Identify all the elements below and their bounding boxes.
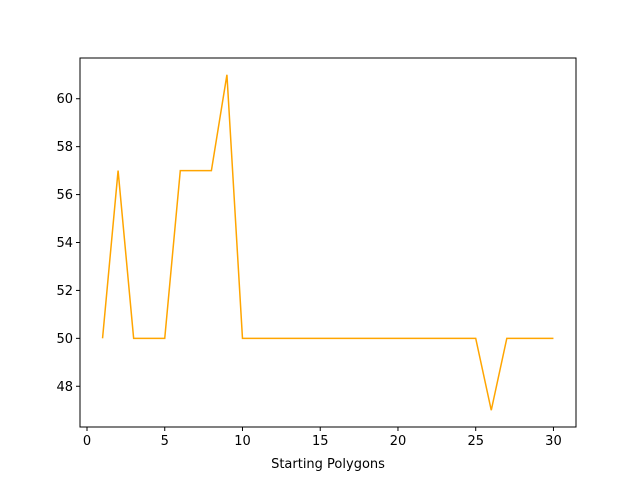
y-tick-label: 56 bbox=[56, 188, 73, 203]
y-tick-label: 54 bbox=[56, 236, 73, 251]
x-tick-label: 30 bbox=[545, 434, 562, 449]
x-tick-label: 5 bbox=[161, 434, 169, 449]
plot-content bbox=[101, 74, 554, 411]
y-tick-label: 60 bbox=[56, 92, 73, 107]
y-tick-label: 52 bbox=[56, 284, 73, 299]
x-tick-label: 15 bbox=[312, 434, 329, 449]
x-tick-label: 20 bbox=[390, 434, 407, 449]
x-tick-label: 25 bbox=[467, 434, 484, 449]
x-axis-label: Starting Polygons bbox=[271, 457, 385, 472]
y-tick-label: 50 bbox=[56, 332, 73, 347]
y-axis: 48 50 52 54 56 58 60 bbox=[56, 92, 80, 395]
series-line-1 bbox=[101, 74, 554, 411]
y-tick-label: 58 bbox=[56, 140, 73, 155]
x-axis: 0 5 10 15 20 25 30 bbox=[83, 427, 562, 449]
x-tick-label: 0 bbox=[83, 434, 91, 449]
x-tick-label: 10 bbox=[234, 434, 251, 449]
y-tick-label: 48 bbox=[56, 380, 73, 395]
